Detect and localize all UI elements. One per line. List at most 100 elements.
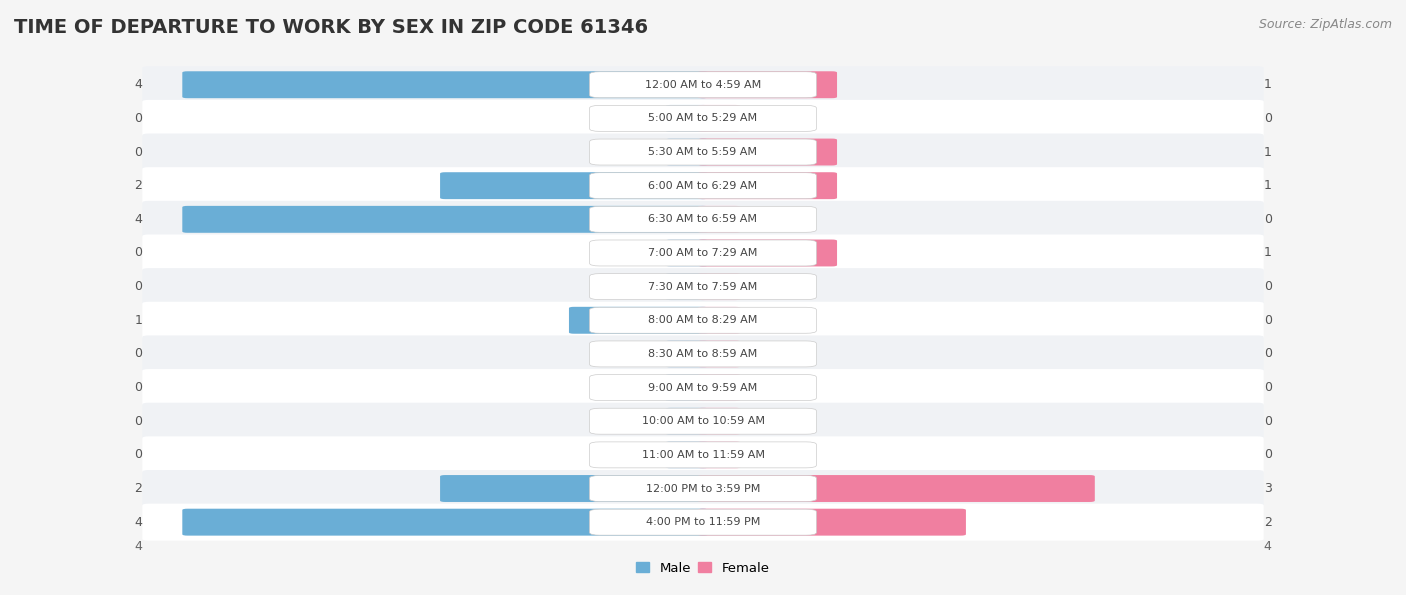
FancyBboxPatch shape [142,167,1264,204]
FancyBboxPatch shape [697,71,837,98]
Text: 0: 0 [135,280,142,293]
FancyBboxPatch shape [665,441,709,468]
FancyBboxPatch shape [142,336,1264,372]
Text: 1: 1 [1264,246,1271,259]
FancyBboxPatch shape [569,307,709,334]
FancyBboxPatch shape [440,475,709,502]
Text: 10:00 AM to 10:59 AM: 10:00 AM to 10:59 AM [641,416,765,426]
FancyBboxPatch shape [697,105,741,132]
FancyBboxPatch shape [665,374,709,401]
FancyBboxPatch shape [589,72,817,98]
Text: 0: 0 [135,246,142,259]
FancyBboxPatch shape [589,442,817,468]
FancyBboxPatch shape [589,341,817,367]
FancyBboxPatch shape [142,503,1264,541]
FancyBboxPatch shape [697,340,741,367]
Text: 7:30 AM to 7:59 AM: 7:30 AM to 7:59 AM [648,281,758,292]
Text: 12:00 PM to 3:59 PM: 12:00 PM to 3:59 PM [645,484,761,493]
Text: 1: 1 [1264,78,1271,91]
FancyBboxPatch shape [697,307,741,334]
FancyBboxPatch shape [142,436,1264,474]
Text: 12:00 AM to 4:59 AM: 12:00 AM to 4:59 AM [645,80,761,90]
Text: 6:00 AM to 6:29 AM: 6:00 AM to 6:29 AM [648,181,758,190]
Text: 0: 0 [1264,449,1271,461]
FancyBboxPatch shape [697,273,741,300]
FancyBboxPatch shape [183,509,709,536]
Text: 4: 4 [135,213,142,226]
Text: 0: 0 [135,146,142,158]
Text: 5:30 AM to 5:59 AM: 5:30 AM to 5:59 AM [648,147,758,157]
FancyBboxPatch shape [142,66,1264,104]
Text: 8:00 AM to 8:29 AM: 8:00 AM to 8:29 AM [648,315,758,325]
FancyBboxPatch shape [142,100,1264,137]
FancyBboxPatch shape [665,273,709,300]
FancyBboxPatch shape [183,71,709,98]
FancyBboxPatch shape [142,470,1264,507]
Text: 4: 4 [1264,540,1271,553]
FancyBboxPatch shape [589,274,817,300]
Text: 0: 0 [135,347,142,361]
FancyBboxPatch shape [142,268,1264,305]
Text: 4: 4 [135,516,142,529]
FancyBboxPatch shape [589,375,817,400]
Text: 0: 0 [135,381,142,394]
Text: 0: 0 [1264,112,1271,125]
FancyBboxPatch shape [697,441,741,468]
FancyBboxPatch shape [589,105,817,131]
FancyBboxPatch shape [142,201,1264,238]
Text: 2: 2 [135,482,142,495]
Text: 0: 0 [135,415,142,428]
Text: 3: 3 [1264,482,1271,495]
FancyBboxPatch shape [665,139,709,165]
FancyBboxPatch shape [697,240,837,267]
Text: 0: 0 [1264,280,1271,293]
FancyBboxPatch shape [697,475,1095,502]
FancyBboxPatch shape [697,172,837,199]
Text: 1: 1 [1264,179,1271,192]
FancyBboxPatch shape [697,509,966,536]
Text: 0: 0 [1264,213,1271,226]
FancyBboxPatch shape [589,240,817,266]
FancyBboxPatch shape [665,408,709,435]
FancyBboxPatch shape [589,206,817,232]
Text: 6:30 AM to 6:59 AM: 6:30 AM to 6:59 AM [648,214,758,224]
Text: 0: 0 [1264,415,1271,428]
Text: 1: 1 [135,314,142,327]
Text: 0: 0 [1264,347,1271,361]
FancyBboxPatch shape [142,369,1264,406]
Text: 0: 0 [1264,381,1271,394]
Text: 0: 0 [135,112,142,125]
Text: 7:00 AM to 7:29 AM: 7:00 AM to 7:29 AM [648,248,758,258]
Text: 4: 4 [135,78,142,91]
FancyBboxPatch shape [697,206,741,233]
FancyBboxPatch shape [440,172,709,199]
FancyBboxPatch shape [142,133,1264,171]
FancyBboxPatch shape [665,105,709,132]
FancyBboxPatch shape [665,240,709,267]
FancyBboxPatch shape [589,509,817,535]
FancyBboxPatch shape [697,374,741,401]
FancyBboxPatch shape [142,403,1264,440]
Text: 0: 0 [1264,314,1271,327]
Text: 4:00 PM to 11:59 PM: 4:00 PM to 11:59 PM [645,517,761,527]
FancyBboxPatch shape [142,302,1264,339]
FancyBboxPatch shape [697,139,837,165]
Legend: Male, Female: Male, Female [631,556,775,580]
FancyBboxPatch shape [142,234,1264,271]
FancyBboxPatch shape [665,340,709,367]
FancyBboxPatch shape [589,475,817,502]
Text: 11:00 AM to 11:59 AM: 11:00 AM to 11:59 AM [641,450,765,460]
Text: 8:30 AM to 8:59 AM: 8:30 AM to 8:59 AM [648,349,758,359]
Text: 0: 0 [135,449,142,461]
FancyBboxPatch shape [183,206,709,233]
Text: 1: 1 [1264,146,1271,158]
FancyBboxPatch shape [589,173,817,199]
Text: 9:00 AM to 9:59 AM: 9:00 AM to 9:59 AM [648,383,758,393]
Text: TIME OF DEPARTURE TO WORK BY SEX IN ZIP CODE 61346: TIME OF DEPARTURE TO WORK BY SEX IN ZIP … [14,18,648,37]
Text: 2: 2 [1264,516,1271,529]
Text: 5:00 AM to 5:29 AM: 5:00 AM to 5:29 AM [648,114,758,123]
Text: Source: ZipAtlas.com: Source: ZipAtlas.com [1258,18,1392,31]
FancyBboxPatch shape [589,307,817,333]
FancyBboxPatch shape [589,408,817,434]
Text: 2: 2 [135,179,142,192]
